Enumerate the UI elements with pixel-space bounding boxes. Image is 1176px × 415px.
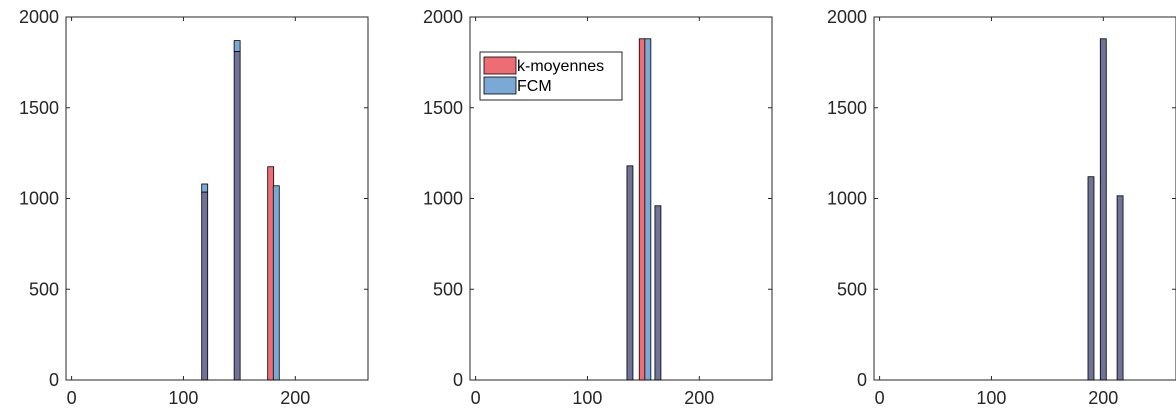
legend-swatch xyxy=(483,56,517,75)
y-tick-label: 500 xyxy=(433,279,463,299)
x-tick-label: 200 xyxy=(684,388,714,408)
bar-overlap xyxy=(233,51,241,381)
plot-area xyxy=(65,16,369,381)
legend-label: k-moyennes xyxy=(517,58,604,75)
legend-label: FCM xyxy=(517,78,552,95)
y-tick-label: 500 xyxy=(29,279,59,299)
legend-swatch xyxy=(483,76,517,95)
x-tick-label: 100 xyxy=(572,388,602,408)
histogram-panel-right: 0 500 1000 1500 2000 0 100 200 xyxy=(827,7,1176,408)
x-tick-label: 0 xyxy=(471,388,481,408)
y-tick-label: 2000 xyxy=(19,7,59,27)
bar-fcm xyxy=(233,40,241,52)
x-tick-label: 200 xyxy=(280,388,310,408)
y-tick-label: 1000 xyxy=(19,189,59,209)
bar-fcm xyxy=(644,38,652,381)
x-tick-label: 0 xyxy=(67,388,77,408)
bar-overlap xyxy=(1099,38,1107,381)
plot-area xyxy=(873,16,1176,381)
y-tick-label: 1000 xyxy=(827,189,867,209)
y-tick-label: 1500 xyxy=(19,98,59,118)
bar-kmoyennes xyxy=(638,38,646,381)
x-tick-label: 100 xyxy=(168,388,198,408)
y-tick-label: 0 xyxy=(49,370,59,390)
bar-overlap xyxy=(1087,176,1095,381)
bar-fcm xyxy=(201,183,209,193)
bar-kmoyennes xyxy=(267,166,275,381)
bar-overlap xyxy=(1116,195,1124,381)
x-tick-label: 0 xyxy=(875,388,885,408)
y-tick-label: 2000 xyxy=(827,7,867,27)
x-tick-label: 100 xyxy=(976,388,1006,408)
x-tick-label: 200 xyxy=(1088,388,1118,408)
y-tick-label: 0 xyxy=(857,370,867,390)
y-tick-label: 500 xyxy=(837,279,867,299)
legend: k-moyennes FCM xyxy=(479,51,623,101)
y-tick-label: 1500 xyxy=(827,98,867,118)
histogram-panel-left: 0 500 1000 1500 2000 0 100 200 xyxy=(19,7,369,408)
y-tick-label: 1500 xyxy=(423,98,463,118)
bar-overlap xyxy=(654,205,662,381)
bar-overlap xyxy=(626,165,634,381)
bar-overlap xyxy=(201,191,209,381)
y-tick-label: 1000 xyxy=(423,189,463,209)
y-tick-label: 0 xyxy=(453,370,463,390)
histogram-panel-middle: 0 500 1000 1500 2000 0 100 200 k-moyennes FCM xyxy=(423,7,773,408)
y-tick-label: 2000 xyxy=(423,7,463,27)
bar-fcm xyxy=(272,185,280,381)
